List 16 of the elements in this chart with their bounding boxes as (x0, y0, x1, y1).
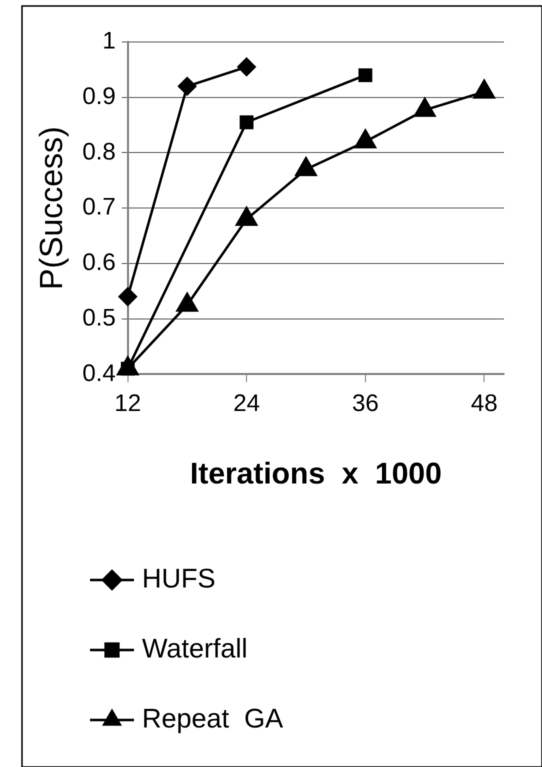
y-tick-label: 0.4 (82, 360, 116, 387)
x-tick-label: 12 (114, 390, 142, 418)
y-tick-label: 0.7 (82, 194, 116, 221)
x-tick-label: 24 (233, 390, 260, 418)
y-tick-label: 0.5 (82, 304, 116, 332)
x-tick-label: 48 (470, 390, 498, 418)
legend-label: HUFS (142, 563, 216, 594)
legend-label: Waterfall (142, 633, 248, 664)
y-tick-label: 0.6 (82, 249, 116, 276)
y-tick-label: 1 (102, 28, 116, 55)
legend-label: Repeat GA (142, 703, 284, 734)
x-axis-title: Iterations x 1000 (190, 457, 442, 490)
y-axis-title: P(Success) (33, 126, 70, 290)
x-tick-label: 36 (352, 390, 379, 418)
y-tick-label: 0.8 (82, 138, 116, 166)
y-tick-label: 0.9 (82, 82, 116, 110)
